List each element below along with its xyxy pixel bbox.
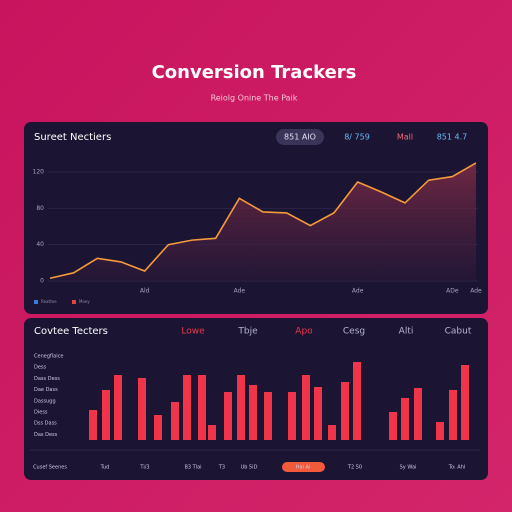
- footer-label: T2 50: [347, 465, 362, 471]
- bar: [328, 425, 336, 440]
- row-label: Dass Dess: [34, 376, 60, 382]
- footer-label: Cusef Seenes: [33, 465, 67, 471]
- bar: [302, 375, 310, 440]
- footer-label: Sy Wai: [400, 465, 417, 471]
- pill-label: Mall: [397, 133, 413, 142]
- bar: [314, 387, 322, 440]
- bar: [353, 362, 361, 440]
- page-subtitle: Reiolg Onine The Paik: [211, 94, 298, 103]
- column-label: Cesg: [343, 327, 365, 337]
- bar: [198, 375, 206, 440]
- row-label: Diess: [34, 410, 48, 416]
- y-tick-label: 120: [33, 169, 45, 176]
- footer-label: Tud: [100, 465, 110, 471]
- bar: [389, 412, 397, 440]
- footer-label: To: Ahl: [448, 465, 466, 471]
- page-title: Conversion Trackers: [152, 62, 357, 83]
- x-tick-label: Ade: [234, 288, 246, 295]
- bar: [264, 392, 272, 440]
- x-tick-label: ADe: [446, 288, 459, 295]
- bar: [89, 410, 97, 440]
- footer-label: Ti/3: [139, 465, 149, 471]
- x-tick-label: Ade: [352, 288, 364, 295]
- column-label: Alti: [399, 327, 414, 337]
- row-label: Dess: [34, 365, 47, 371]
- bar: [154, 415, 162, 440]
- footer-label: T3: [218, 465, 225, 471]
- row-label: Cenegflaice: [34, 354, 63, 360]
- legend-label: Moey: [79, 299, 90, 304]
- row-label: Dassugg: [34, 398, 56, 404]
- legend-label: Reattee: [41, 299, 57, 304]
- x-tick-label: Ade: [470, 288, 482, 295]
- column-label: Apo: [295, 327, 313, 337]
- pill: [282, 462, 325, 472]
- panel-title: Sureet Nectiers: [34, 132, 111, 143]
- column-label: Tbje: [237, 327, 258, 337]
- pill: [276, 129, 324, 145]
- pill-label: 851 AIO: [284, 133, 316, 142]
- bar: [288, 392, 296, 440]
- bar: [102, 390, 110, 440]
- bar: [461, 365, 469, 440]
- panel-title: Covtee Tecters: [34, 326, 108, 337]
- bar: [249, 385, 257, 440]
- bar: [224, 392, 232, 440]
- bar: [237, 375, 245, 440]
- legend-swatch: [34, 300, 38, 304]
- bar: [171, 402, 179, 440]
- bar: [436, 422, 444, 440]
- x-tick-label: Ald: [140, 288, 150, 295]
- bar: [414, 388, 422, 440]
- line: [49, 162, 477, 280]
- pill-label: 851 4.7: [437, 133, 468, 142]
- bar: [114, 375, 122, 440]
- y-tick-label: 80: [36, 205, 44, 212]
- column-label: Lowe: [181, 327, 205, 337]
- bar: [401, 398, 409, 440]
- y-tick-label: 40: [36, 241, 44, 248]
- column-label: Cabut: [445, 327, 472, 337]
- y-tick-label: 0: [40, 278, 44, 285]
- footer-label: Ub 5iD: [241, 465, 258, 471]
- footer-label: Hai Ai: [296, 465, 311, 471]
- bar: [138, 378, 146, 440]
- row-label: Dss Dass: [34, 421, 57, 427]
- bar: [183, 375, 191, 440]
- row-label: Dae Dass: [34, 387, 58, 393]
- bar: [208, 425, 216, 440]
- legend-swatch: [72, 300, 76, 304]
- pill-label: 8/ 759: [344, 133, 370, 142]
- bar: [341, 382, 349, 440]
- row-label: Das Dess: [34, 432, 58, 438]
- area: [50, 162, 476, 281]
- footer-label: B3 Tlai: [184, 465, 201, 471]
- bar: [449, 390, 457, 440]
